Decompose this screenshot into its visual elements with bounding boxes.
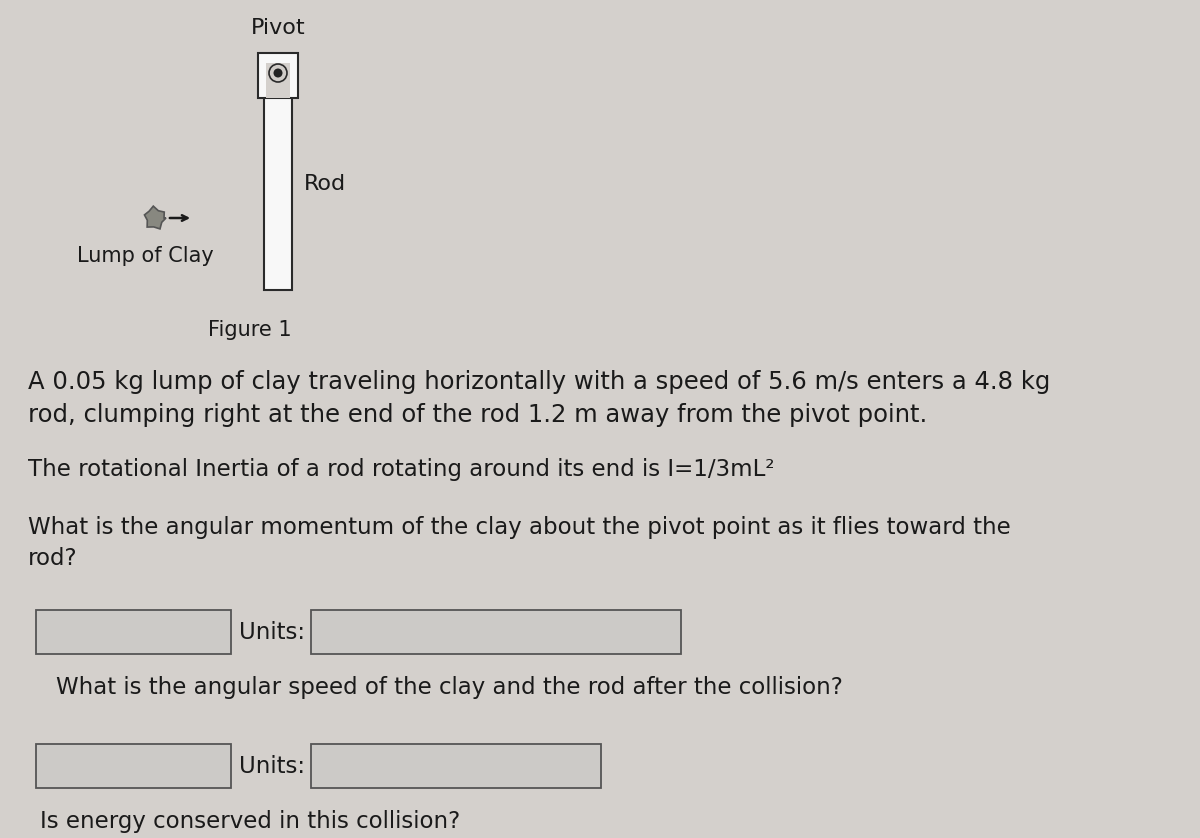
Text: Is energy conserved in this collision?: Is energy conserved in this collision? bbox=[40, 810, 461, 833]
Text: What is the angular momentum of the clay about the pivot point as it flies towar: What is the angular momentum of the clay… bbox=[28, 516, 1010, 570]
Text: Units:: Units: bbox=[239, 620, 305, 644]
Text: Units:: Units: bbox=[239, 754, 305, 778]
Circle shape bbox=[269, 64, 287, 82]
Circle shape bbox=[274, 69, 282, 77]
Text: The rotational Inertia of a rod rotating around its end is I=1/3mL²: The rotational Inertia of a rod rotating… bbox=[28, 458, 774, 481]
Text: Rod: Rod bbox=[304, 174, 346, 194]
Text: A 0.05 kg lump of clay traveling horizontally with a speed of 5.6 m/s enters a 4: A 0.05 kg lump of clay traveling horizon… bbox=[28, 370, 1050, 427]
Bar bbox=[266, 63, 290, 98]
Bar bbox=[258, 53, 298, 98]
Bar bbox=[311, 744, 601, 788]
Bar bbox=[311, 610, 682, 654]
Text: What is the angular speed of the clay and the rod after the collision?: What is the angular speed of the clay an… bbox=[56, 676, 842, 699]
Bar bbox=[36, 610, 230, 654]
Bar bbox=[264, 58, 292, 290]
Text: Lump of Clay: Lump of Clay bbox=[77, 246, 214, 266]
Text: Figure 1: Figure 1 bbox=[208, 320, 292, 340]
Text: Pivot: Pivot bbox=[251, 18, 305, 38]
Polygon shape bbox=[144, 206, 166, 229]
Bar bbox=[36, 744, 230, 788]
